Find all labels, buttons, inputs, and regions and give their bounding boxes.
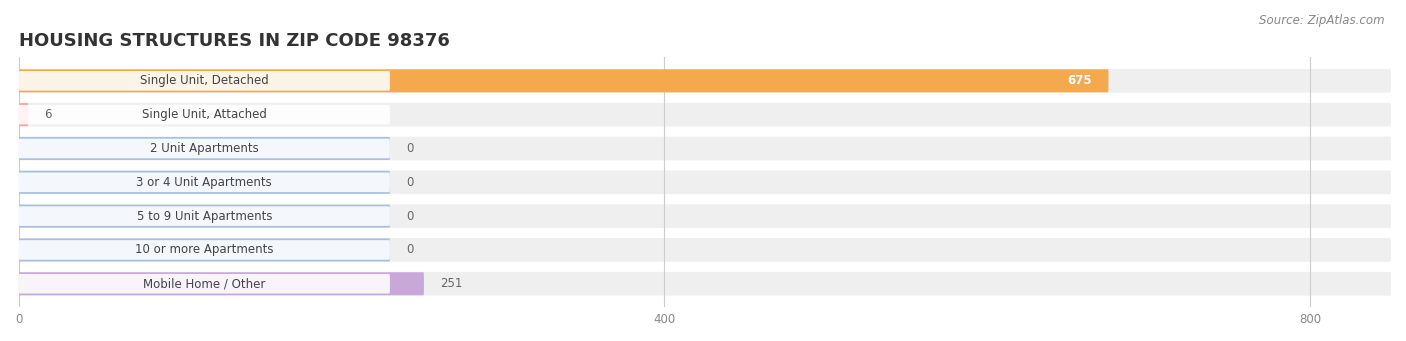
Text: 3 or 4 Unit Apartments: 3 or 4 Unit Apartments [136, 176, 273, 189]
FancyBboxPatch shape [18, 170, 1391, 194]
Text: 5 to 9 Unit Apartments: 5 to 9 Unit Apartments [136, 210, 273, 223]
FancyBboxPatch shape [18, 205, 389, 228]
FancyBboxPatch shape [18, 240, 389, 260]
FancyBboxPatch shape [18, 274, 389, 294]
FancyBboxPatch shape [18, 238, 1391, 262]
Text: 675: 675 [1067, 74, 1092, 87]
Text: 2 Unit Apartments: 2 Unit Apartments [150, 142, 259, 155]
Text: 0: 0 [406, 243, 413, 256]
FancyBboxPatch shape [18, 272, 425, 295]
Text: Single Unit, Detached: Single Unit, Detached [141, 74, 269, 87]
Text: Single Unit, Attached: Single Unit, Attached [142, 108, 267, 121]
Text: 251: 251 [440, 277, 463, 290]
FancyBboxPatch shape [18, 71, 389, 91]
Text: 0: 0 [406, 142, 413, 155]
FancyBboxPatch shape [18, 272, 1391, 296]
FancyBboxPatch shape [18, 204, 1391, 228]
Text: HOUSING STRUCTURES IN ZIP CODE 98376: HOUSING STRUCTURES IN ZIP CODE 98376 [18, 32, 450, 50]
FancyBboxPatch shape [18, 171, 389, 194]
FancyBboxPatch shape [18, 137, 1391, 160]
FancyBboxPatch shape [18, 238, 389, 262]
Text: Source: ZipAtlas.com: Source: ZipAtlas.com [1260, 14, 1385, 27]
FancyBboxPatch shape [18, 137, 389, 160]
FancyBboxPatch shape [18, 69, 1391, 93]
Text: 0: 0 [406, 210, 413, 223]
FancyBboxPatch shape [18, 206, 389, 226]
FancyBboxPatch shape [18, 139, 389, 158]
FancyBboxPatch shape [18, 103, 28, 126]
FancyBboxPatch shape [18, 103, 1391, 127]
FancyBboxPatch shape [18, 105, 389, 124]
FancyBboxPatch shape [18, 173, 389, 192]
Text: 6: 6 [45, 108, 52, 121]
Text: 10 or more Apartments: 10 or more Apartments [135, 243, 274, 256]
FancyBboxPatch shape [18, 69, 1108, 92]
Text: Mobile Home / Other: Mobile Home / Other [143, 277, 266, 290]
Text: 0: 0 [406, 176, 413, 189]
